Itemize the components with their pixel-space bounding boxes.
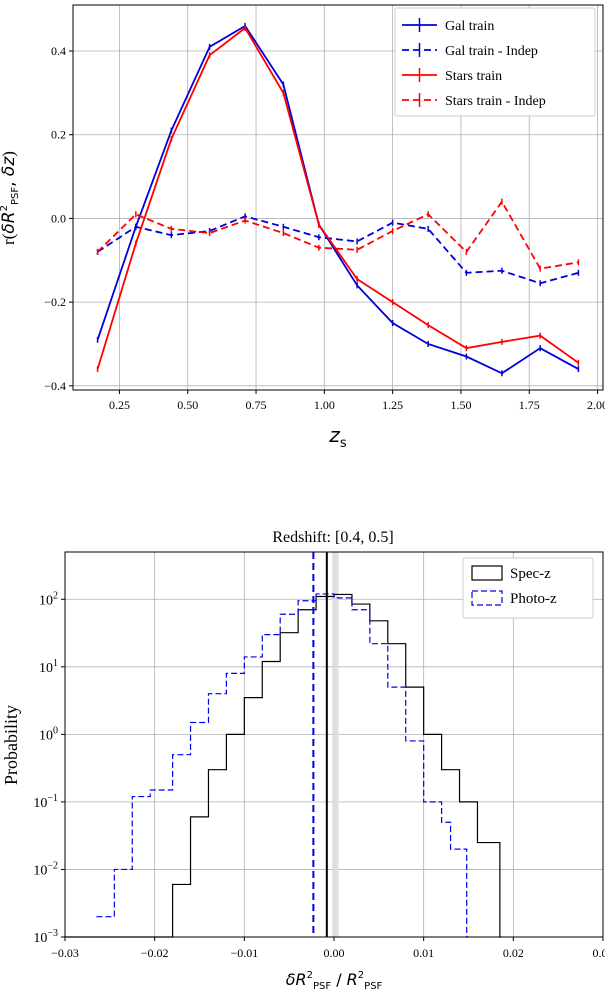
bottom-chart-title: Redshift: [0.4, 0.5]	[272, 529, 393, 546]
bottom-shaded-band	[332, 552, 339, 937]
bottom-legend-label: Photo-z	[510, 591, 557, 607]
top-legend-box	[394, 7, 596, 117]
bottom-y-tick-label: 100	[39, 725, 58, 743]
top-y-tick-label: 0.0	[51, 211, 66, 225]
bottom-legend-label: Spec-z	[510, 566, 551, 582]
bottom-legend-box	[462, 557, 594, 619]
bottom-x-axis-label: δR2PSF / R2PSF	[286, 970, 383, 992]
top-series-line	[97, 215, 579, 285]
top-y-tick-label: 0.2	[51, 128, 66, 142]
bottom-y-tick-label: 10−1	[33, 793, 58, 811]
top-y-tick-label: −0.4	[44, 379, 66, 393]
top-y-tick-label: −0.2	[44, 295, 66, 309]
bottom-histogram-step	[96, 593, 469, 938]
top-x-tick-label: 1.75	[519, 398, 540, 412]
top-x-axis-label: zs	[328, 423, 347, 451]
bottom-legend-swatch	[471, 565, 503, 581]
bottom-y-tick-label: 10−3	[33, 928, 58, 946]
top-x-tick-label: 2.00	[587, 398, 605, 412]
top-grid	[73, 5, 603, 390]
bottom-x-tick-label: 0.00	[324, 946, 345, 960]
top-y-tick-label: 0.4	[51, 44, 66, 58]
bottom-series-group	[65, 552, 502, 938]
top-x-tick-label: 0.25	[109, 398, 130, 412]
top-series-line	[96, 24, 579, 375]
top-y-axis-label: r(δR2PSF, δz)	[0, 151, 21, 245]
correlation-chart: 0.25 0.50 0.75 1.00 1.25 1.50 1.75 2.00 −0.4 −0.2…	[0, 4, 605, 451]
bottom-y-axis-label: Probability	[1, 705, 21, 785]
bottom-y-tick-label: 102	[39, 590, 58, 608]
top-series-line	[96, 26, 579, 370]
top-x-tick-label: 1.25	[382, 398, 403, 412]
top-ticks: 0.25 0.50 0.75 1.00 1.25 1.50 1.75 2.00 −0.4 −0.2…	[44, 44, 605, 412]
histogram-chart: Redshift: [0.4, 0.5] −0.03 −0.02 −0.01 0.00…	[1, 529, 605, 992]
top-legend-label: Stars train - Indep	[445, 94, 546, 109]
top-x-tick-label: 1.50	[450, 398, 471, 412]
top-legend-label: Gal train - Indep	[445, 44, 538, 59]
top-x-tick-label: 0.75	[246, 398, 267, 412]
top-series-line	[96, 200, 579, 270]
bottom-x-tick-label: 0.02	[503, 946, 524, 960]
bottom-x-tick-label: 0.01	[413, 946, 434, 960]
bottom-legend-swatch	[471, 590, 503, 606]
top-series-group	[96, 22, 580, 377]
bottom-x-tick-label: −0.03	[51, 946, 79, 960]
bottom-y-tick-label: 101	[39, 658, 58, 676]
top-legend-label: Stars train	[445, 69, 502, 84]
bottom-y-tick-label: 10−2	[33, 860, 58, 878]
bottom-x-tick-label: −0.02	[141, 946, 169, 960]
top-x-tick-label: 0.50	[177, 398, 198, 412]
bottom-x-tick-label: 0.03	[593, 946, 605, 960]
bottom-legend: Spec-z Photo-z	[462, 557, 594, 619]
top-legend: Gal train Gal train - Indep Stars train Sta…	[394, 7, 596, 117]
top-x-tick-label: 1.00	[314, 398, 335, 412]
bottom-x-tick-label: −0.01	[230, 946, 258, 960]
bottom-ticks: −0.03 −0.02 −0.01 0.00 0.01 0.02 0.03 10−3 10−2 1…	[33, 590, 605, 960]
top-plot-frame	[72, 4, 604, 391]
top-legend-label: Gal train	[445, 19, 494, 34]
